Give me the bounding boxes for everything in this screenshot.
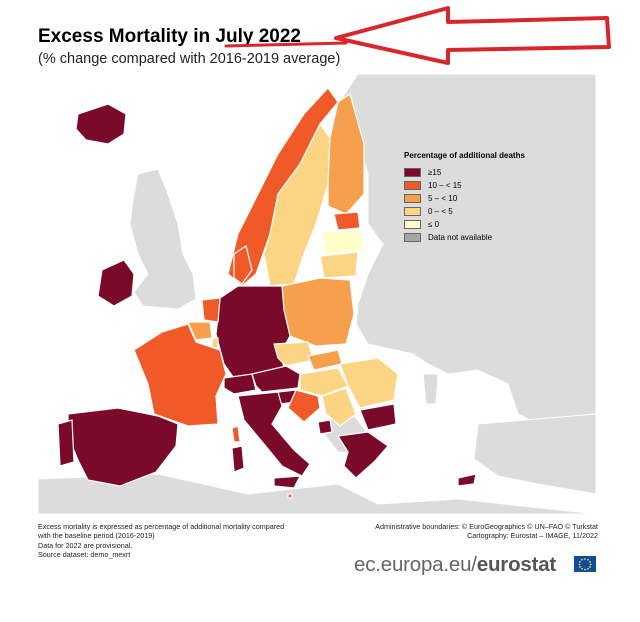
country-sweden <box>263 122 331 287</box>
country-netherlands <box>201 297 221 323</box>
note-line: Data for 2022 are provisional. <box>38 540 133 550</box>
legend-item: 10 – < 15 <box>404 179 554 192</box>
legend-swatch <box>404 168 421 177</box>
legend-label: ≤ 0 <box>428 219 440 229</box>
country-greece <box>336 431 389 479</box>
map-title: Excess Mortality in July 2022 <box>38 26 301 47</box>
legend-swatch <box>404 220 421 229</box>
country-czechia <box>273 341 315 367</box>
country-montenegro <box>317 419 333 435</box>
methodology-notes: Excess mortality is expressed as percent… <box>38 522 338 559</box>
legend-swatch <box>404 207 421 216</box>
country-denmark <box>233 245 253 285</box>
legend: Percentage of additional deaths ≥15 10 –… <box>404 152 554 244</box>
country-romania <box>339 357 399 409</box>
country-cyprus <box>457 473 477 487</box>
legend-label: 10 – < 15 <box>428 180 462 190</box>
note-line: Excess mortality is expressed as percent… <box>38 522 285 531</box>
country-iceland <box>75 103 127 145</box>
credit-line: Cartography: Eurostat – IMAGE, 11/2022 <box>467 531 598 541</box>
country-latvia <box>321 229 365 255</box>
turkey <box>473 413 596 495</box>
country-hungary <box>299 367 349 397</box>
country-lithuania <box>319 251 359 279</box>
legend-swatch <box>404 194 421 203</box>
note-line: Source dataset: demo_mexrt <box>38 549 131 559</box>
country-serbia <box>321 387 357 427</box>
legend-title: Percentage of additional deaths <box>404 151 525 160</box>
country-croatia <box>287 389 321 423</box>
legend-item: Data not available <box>404 231 554 244</box>
legend-item: ≥15 <box>404 166 554 179</box>
country-poland <box>281 277 355 347</box>
eu-flag-icon <box>574 556 596 572</box>
europe-map <box>38 74 596 514</box>
legend-item: ≤ 0 <box>404 218 554 231</box>
data-countries <box>57 87 477 499</box>
map-subtitle: (% change compared with 2016-2019 averag… <box>38 51 341 67</box>
country-switzerland <box>223 373 257 395</box>
united-kingdom <box>129 168 197 310</box>
country-ireland <box>97 259 135 307</box>
country-luxembourg <box>211 337 219 349</box>
country-spain <box>67 407 179 487</box>
country-finland <box>327 93 365 215</box>
annotation-arrow-shape <box>334 6 611 65</box>
legend-label: 0 – < 5 <box>428 206 453 216</box>
credits-notes: Administrative boundaries: © EuroGeograp… <box>334 522 598 541</box>
country-italy <box>237 391 311 477</box>
legend-label: 5 – < 10 <box>428 193 458 203</box>
country-sardinia <box>231 445 245 473</box>
country-portugal <box>57 419 75 467</box>
note-line: with the baseline period (2016-2019) <box>38 531 155 541</box>
legend-swatch <box>404 233 421 242</box>
north-africa <box>38 473 596 514</box>
moldova <box>422 373 439 405</box>
country-france <box>133 323 227 427</box>
legend-swatch <box>404 181 421 190</box>
credit-line: Administrative boundaries: © EuroGeograp… <box>375 522 598 531</box>
legend-item: 0 – < 5 <box>404 205 554 218</box>
country-bulgaria <box>359 403 397 431</box>
brand-name: eurostat <box>476 553 557 576</box>
legend-label: ≥15 <box>428 167 442 177</box>
country-malta <box>287 493 293 499</box>
eurostat-branding: ec.europa.eu/eurostat <box>354 553 556 577</box>
legend-label: Data not available <box>428 232 493 242</box>
country-sicily <box>273 475 302 489</box>
country-corsica <box>231 425 241 443</box>
legend-item: 5 – < 10 <box>404 192 554 205</box>
brand-site: ec.europa.eu/ <box>354 553 477 576</box>
non-data-land <box>38 74 596 514</box>
country-estonia <box>333 211 361 231</box>
